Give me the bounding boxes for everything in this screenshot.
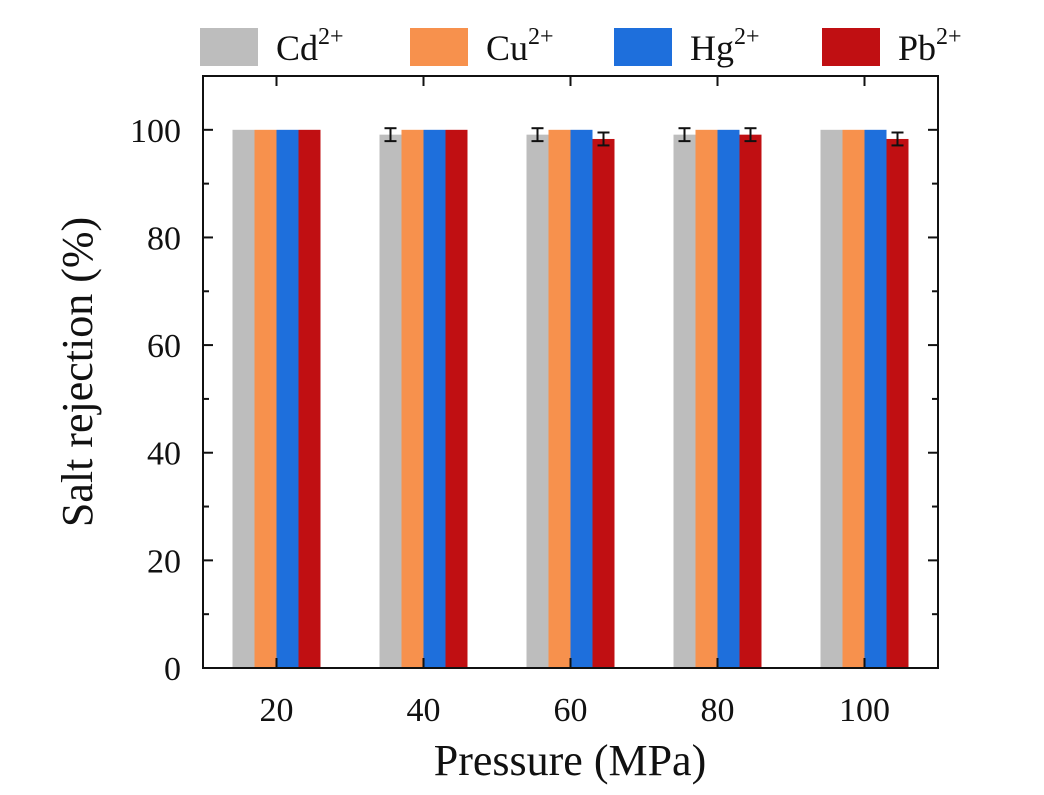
- bar-hg: [423, 129, 446, 668]
- x-tick-label: 100: [839, 692, 890, 729]
- bar-hg: [276, 129, 299, 668]
- y-tick-label: 0: [164, 651, 181, 688]
- bar-cu: [254, 129, 277, 668]
- bar-cd: [232, 129, 255, 668]
- legend: Cd2+ Cu2+ Hg2+ Pb2+: [200, 24, 962, 68]
- bar-cd: [673, 134, 696, 669]
- bar-pb: [592, 138, 615, 668]
- x-tick-label: 60: [554, 692, 588, 729]
- x-axis: 20 40 60 80 100: [260, 76, 890, 729]
- legend-swatch-cu: [410, 28, 468, 66]
- x-tick-label: 20: [260, 692, 294, 729]
- y-tick-label: 40: [147, 436, 181, 473]
- bar-cu: [842, 129, 865, 668]
- x-tick-label: 80: [701, 692, 735, 729]
- x-axis-title: Pressure (MPa): [434, 736, 707, 785]
- legend-swatch-hg: [614, 28, 672, 66]
- bar-pb: [739, 134, 762, 669]
- bar-cd: [379, 134, 402, 669]
- legend-swatch-pb: [822, 28, 880, 66]
- y-tick-label: 80: [147, 220, 181, 257]
- legend-label-pb: Pb2+: [898, 24, 962, 68]
- y-tick-label: 60: [147, 328, 181, 365]
- bar-cu: [548, 129, 571, 668]
- bar-hg: [864, 129, 887, 668]
- y-axis-title: Salt rejection (%): [53, 217, 102, 527]
- bar-pb: [298, 129, 321, 668]
- y-tick-label: 100: [130, 113, 181, 150]
- y-tick-label: 20: [147, 543, 181, 580]
- bar-cd: [820, 129, 843, 668]
- bar-cu: [695, 129, 718, 668]
- error-bars: [384, 127, 904, 147]
- bar-cd: [526, 134, 549, 669]
- y-axis: 0 20 40 60 80 100: [130, 113, 938, 688]
- bar-cu: [401, 129, 424, 668]
- bar-group: [232, 129, 909, 669]
- legend-label-cd: Cd2+: [276, 24, 344, 68]
- bar-hg: [717, 129, 740, 668]
- legend-label-hg: Hg2+: [690, 24, 760, 68]
- x-tick-label: 40: [407, 692, 441, 729]
- legend-label-cu: Cu2+: [486, 24, 554, 68]
- bar-pb: [445, 129, 468, 668]
- legend-swatch-cd: [200, 28, 258, 66]
- bar-pb: [886, 138, 909, 668]
- bar-hg: [570, 129, 593, 668]
